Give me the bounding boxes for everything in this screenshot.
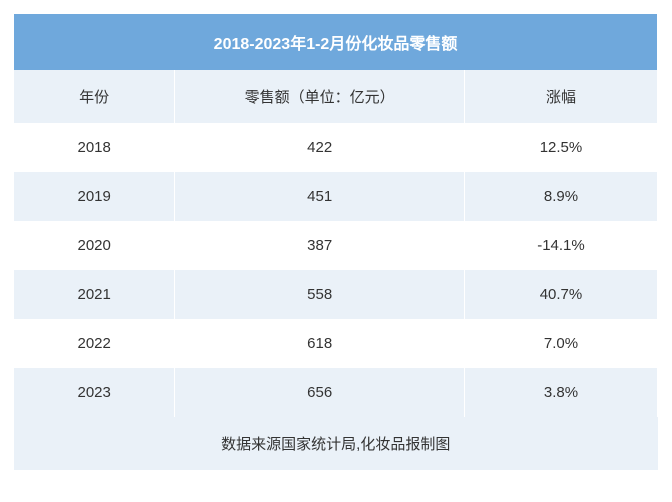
table-row: 2022 618 7.0% — [14, 319, 658, 368]
col-header-sales: 零售额（单位：亿元） — [175, 70, 465, 123]
cell-year: 2022 — [14, 319, 175, 368]
col-header-year: 年份 — [14, 70, 175, 123]
cell-sales: 451 — [175, 172, 465, 221]
cell-sales: 387 — [175, 221, 465, 270]
cell-year: 2023 — [14, 368, 175, 417]
cell-sales: 618 — [175, 319, 465, 368]
cell-sales: 558 — [175, 270, 465, 319]
table-row: 2023 656 3.8% — [14, 368, 658, 417]
cell-sales: 656 — [175, 368, 465, 417]
table-row: 2019 451 8.9% — [14, 172, 658, 221]
cell-growth: 7.0% — [464, 319, 657, 368]
cell-year: 2021 — [14, 270, 175, 319]
cell-growth: 3.8% — [464, 368, 657, 417]
cell-growth: 8.9% — [464, 172, 657, 221]
table-row: 2021 558 40.7% — [14, 270, 658, 319]
cell-year: 2019 — [14, 172, 175, 221]
cell-growth: -14.1% — [464, 221, 657, 270]
col-header-growth: 涨幅 — [464, 70, 657, 123]
cell-growth: 12.5% — [464, 123, 657, 172]
table-title: 2018-2023年1-2月份化妆品零售额 — [14, 14, 658, 70]
cell-year: 2018 — [14, 123, 175, 172]
cell-sales: 422 — [175, 123, 465, 172]
header-row: 年份 零售额（单位：亿元） 涨幅 — [14, 70, 658, 123]
footer-row: 数据来源国家统计局,化妆品报制图 — [14, 417, 658, 470]
table-row: 2020 387 -14.1% — [14, 221, 658, 270]
title-row: 2018-2023年1-2月份化妆品零售额 — [14, 14, 658, 70]
cosmetics-retail-table: 2018-2023年1-2月份化妆品零售额 年份 零售额（单位：亿元） 涨幅 2… — [14, 14, 658, 470]
table-row: 2018 422 12.5% — [14, 123, 658, 172]
cell-growth: 40.7% — [464, 270, 657, 319]
cell-year: 2020 — [14, 221, 175, 270]
table-footer: 数据来源国家统计局,化妆品报制图 — [14, 417, 658, 470]
